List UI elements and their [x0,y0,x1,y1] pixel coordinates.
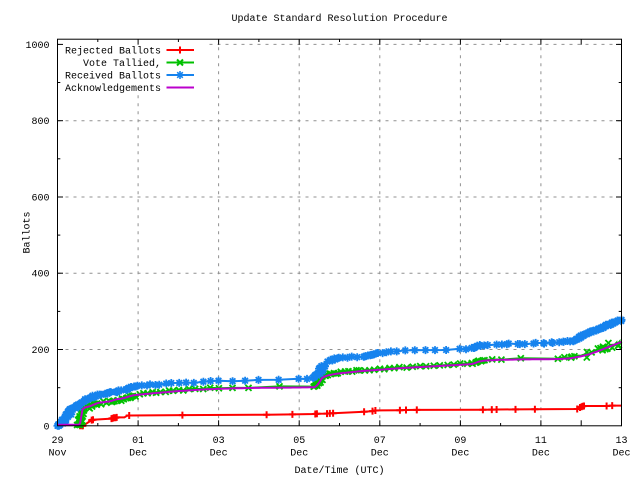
svg-text:Dec: Dec [532,449,550,460]
svg-text:13: 13 [615,436,627,447]
svg-text:07: 07 [374,436,386,447]
svg-text:Dec: Dec [371,449,389,460]
svg-text:Update Standard Resolution Pro: Update Standard Resolution Procedure [231,13,447,25]
svg-text:Date/Time (UTC): Date/Time (UTC) [294,465,384,477]
svg-text:Ballots: Ballots [22,211,34,253]
svg-text:600: 600 [31,194,49,205]
svg-text:Nov: Nov [48,449,66,460]
svg-text:1000: 1000 [25,41,49,52]
svg-text:Dec: Dec [129,449,147,460]
svg-text:Vote Tallied,: Vote Tallied, [83,58,161,70]
svg-text:0: 0 [43,422,49,433]
svg-text:Rejected Ballots: Rejected Ballots [65,46,161,58]
svg-text:800: 800 [31,117,49,128]
svg-text:29: 29 [51,436,63,447]
svg-text:200: 200 [31,346,49,357]
svg-text:01: 01 [132,436,144,447]
svg-text:Dec: Dec [612,449,630,460]
svg-text:Acknowledgements: Acknowledgements [65,83,161,95]
svg-text:Dec: Dec [210,449,228,460]
svg-text:Received Ballots: Received Ballots [65,71,161,83]
svg-text:11: 11 [535,436,547,447]
svg-text:03: 03 [213,436,225,447]
svg-text:Dec: Dec [451,449,469,460]
svg-text:09: 09 [454,436,466,447]
svg-text:Dec: Dec [290,449,308,460]
svg-text:05: 05 [293,436,305,447]
svg-text:400: 400 [31,270,49,281]
